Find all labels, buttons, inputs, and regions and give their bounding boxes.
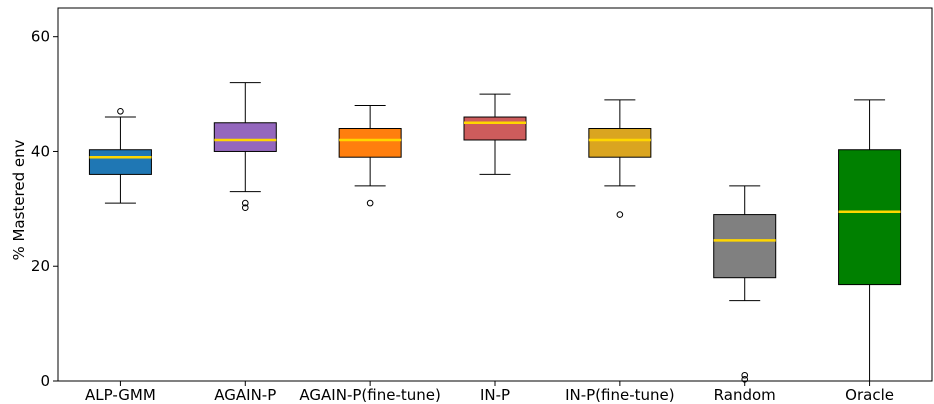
box-in-p-fine-tune- [588,128,652,158]
y-tick-label: 60 [31,28,50,46]
x-tick-label: IN-P(fine-tune) [565,386,675,404]
plot-frame [57,7,933,382]
y-tick-label: 20 [31,257,50,275]
y-tick-label: 0 [40,372,50,390]
outlier-point [241,199,249,207]
outlier-point [616,211,624,218]
box-random [713,214,777,279]
box-alp-gmm [88,149,152,175]
x-tick-label: IN-P [480,386,510,404]
box-in-p [463,116,527,141]
y-axis-label: % Mastered env [10,139,28,260]
x-tick-label: Oracle [845,386,894,404]
x-tick-label: AGAIN-P [214,386,276,404]
box-oracle [838,149,902,286]
outlier-point [117,107,124,115]
outlier-point [741,371,749,379]
outlier-point [241,204,249,211]
plot-area: 0 20 40 60 ALP-GMM AGAIN-P AGAIN-P(fine-tune) I… [31,7,933,404]
x-tick-label: ALP-GMM [85,386,156,404]
y-tick-label: 40 [31,142,50,160]
x-tick-label: AGAIN-P(fine-tune) [299,386,440,404]
box-again-p-fine-tune- [338,128,402,158]
box-again-p [213,122,277,152]
x-tick-label: Random [714,386,776,404]
outlier-point [366,199,374,207]
